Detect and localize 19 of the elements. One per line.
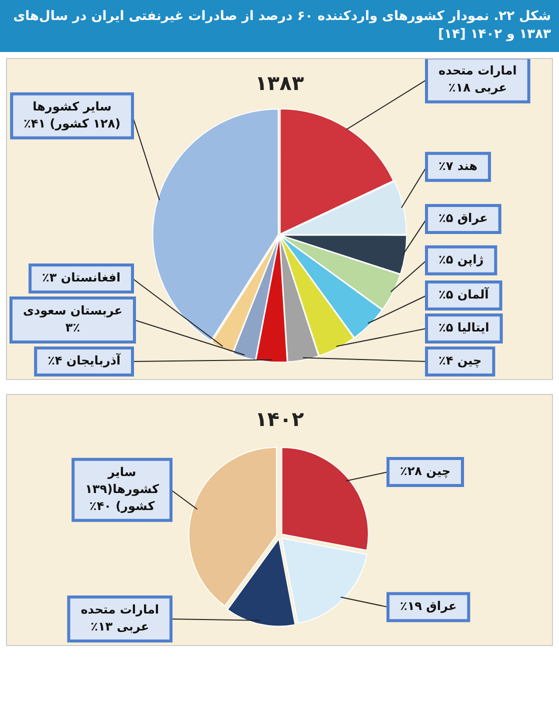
slice-label: امارات متحده عربی ۱۸٪ [438, 63, 517, 94]
slice-label: ژاپن ۵٪ [438, 252, 484, 266]
slice-label: عراق ۵٪ [438, 211, 488, 226]
slice-label: ایتالیا ۵٪ [438, 320, 490, 335]
slice-label: آلمان ۵٪ [438, 286, 490, 302]
slice-label: سایر کشورها(۱۳۹ کشور) ۴۰٪ [85, 464, 160, 513]
slice-label: عربستان سعودی [22, 304, 122, 318]
slice-label: افغانستان ۳٪ [42, 270, 121, 285]
slice-label: چین ۴٪ [438, 354, 482, 368]
text: شکل ۲۲. نمودار کشورهای واردکننده ۶۰ درصد از صادرات غیرنفتی ایران در سال‌های ۱۳۸۳ و ۱۴۰۲ [۱۴] [0, 0, 559, 52]
slice-label: آذربایجان ۴٪ [48, 352, 122, 368]
slice-label: سایر کشورها (۱۲۸ کشور) ۴۱٪ [24, 99, 121, 130]
chart-title: ۱۳۸۳ [255, 71, 304, 96]
slice-label: عراق ۱۹٪ [400, 599, 457, 614]
slice-label: هند ۷٪ [438, 159, 478, 174]
slice-label: امارات متحده عربی ۱۳٪ [80, 602, 160, 634]
slice-label: چین ۲۸٪ [400, 464, 451, 478]
chart-title: ۱۴۰۲ [255, 407, 304, 432]
data-label: ۳٪ [65, 320, 80, 335]
